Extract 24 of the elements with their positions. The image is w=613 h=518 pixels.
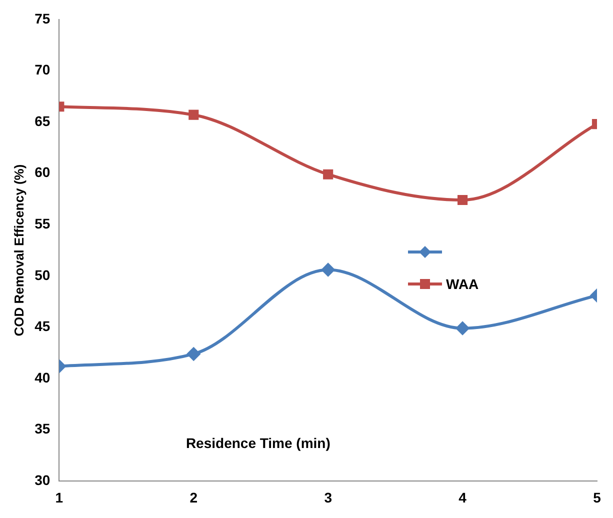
x-tick-label: 1 bbox=[55, 489, 64, 506]
point bbox=[458, 194, 468, 206]
point bbox=[188, 110, 199, 120]
y-tick-label: 65 bbox=[34, 112, 50, 129]
y-tick-label: 45 bbox=[34, 318, 50, 334]
y-tick-label: 60 bbox=[34, 164, 50, 180]
y-tick-label: 75 bbox=[34, 10, 50, 26]
x-tick-label: 3 bbox=[324, 489, 332, 506]
y-axis-title: COD Removal Efficency (%) bbox=[11, 164, 26, 336]
x-tick-label: 4 bbox=[458, 489, 467, 506]
x-tick-label: 5 bbox=[593, 489, 602, 506]
y-tick-label: 50 bbox=[34, 266, 50, 283]
point bbox=[187, 347, 200, 360]
y-tick-label: 70 bbox=[34, 62, 50, 78]
point bbox=[456, 322, 470, 335]
y-tick-label: 30 bbox=[34, 472, 50, 488]
legend-label: WAA bbox=[446, 276, 479, 292]
y-tick-label: 35 bbox=[34, 420, 50, 437]
x-axis-title: Residence Time (min) bbox=[186, 435, 330, 452]
y-tick-label: 55 bbox=[34, 216, 50, 232]
point bbox=[323, 169, 334, 180]
point bbox=[322, 263, 335, 276]
y-tick-label: 40 bbox=[34, 369, 50, 386]
x-tick-label: 2 bbox=[190, 489, 198, 506]
